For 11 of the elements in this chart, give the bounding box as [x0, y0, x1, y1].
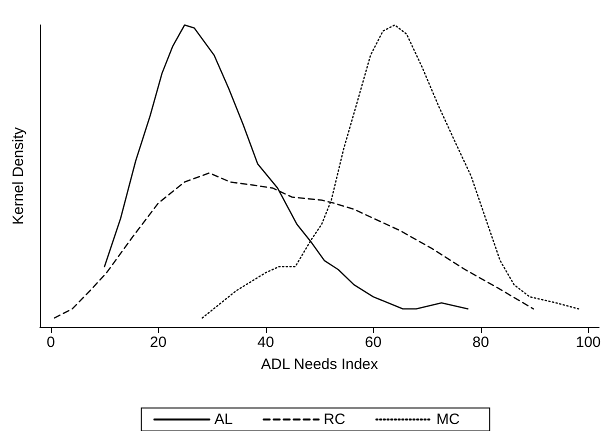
- y-axis-title: Kernel Density: [10, 126, 27, 225]
- legend-label: RC: [324, 411, 346, 428]
- x-tick-label: 60: [364, 334, 382, 351]
- x-tick-label: 80: [472, 334, 490, 351]
- x-tick-label: 20: [150, 334, 167, 351]
- x-tick-label: 100: [576, 334, 601, 351]
- legend-label: AL: [214, 411, 233, 428]
- x-axis-title: ADL Needs Index: [260, 356, 379, 373]
- x-tick-label: 0: [46, 334, 55, 351]
- x-tick-label: 40: [257, 334, 274, 351]
- legend-label: MC: [436, 411, 460, 428]
